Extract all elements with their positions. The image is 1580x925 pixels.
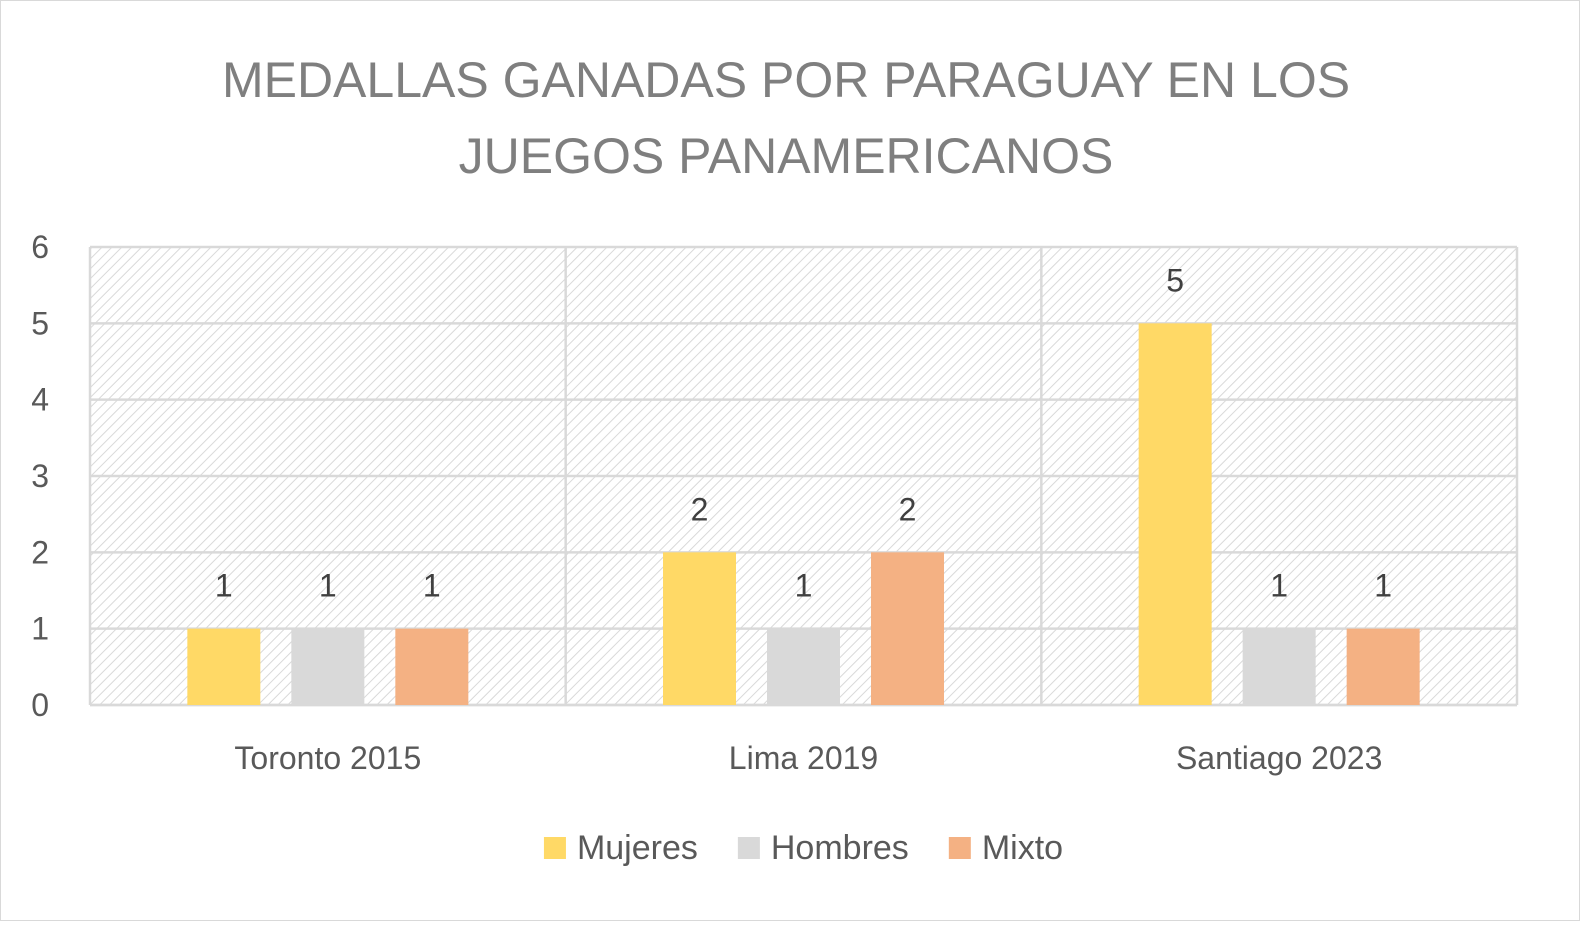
legend-swatch [543,837,566,859]
category-label: Lima 2019 [729,740,878,776]
data-label: 1 [795,568,813,604]
y-tick-label: 5 [31,305,49,341]
data-label: 2 [691,491,709,527]
bar [663,552,736,705]
chart-title-line-2: JUEGOS PANAMERICANOS [459,128,1114,184]
y-tick-label: 1 [31,611,49,647]
data-label: 2 [899,491,917,527]
bar [1138,323,1212,705]
legend-item: Mixto [948,829,1063,867]
bar [395,628,469,705]
bars [187,323,1420,705]
legend-label: Hombres [771,829,909,867]
chart-title-line-1: MEDALLAS GANADAS POR PARAGUAY EN LOS [222,52,1350,108]
category-label: Santiago 2023 [1176,740,1382,776]
y-tick-label: 6 [31,229,49,265]
legend-label: Mujeres [577,829,698,867]
x-axis-labels: Toronto 2015 Lima 2019 Santiago 2023 [234,740,1382,776]
data-label: 1 [1374,568,1392,604]
category-label: Toronto 2015 [234,740,421,776]
data-label: 1 [319,568,337,604]
bar [291,628,365,705]
y-tick-label: 0 [31,687,49,723]
legend-swatch [948,837,971,859]
bar [767,628,840,705]
legend-item: Hombres [737,829,909,867]
legend-label: Mixto [982,829,1063,867]
data-labels: 1 1 1 2 1 2 5 1 1 [215,262,1392,603]
bar [187,628,261,705]
y-tick-label: 2 [31,534,49,570]
data-label: 1 [215,568,233,604]
data-label: 1 [1270,568,1288,604]
bar [871,552,944,705]
legend-swatch [737,837,760,859]
bar [1242,628,1316,705]
y-tick-label: 3 [31,458,49,494]
data-label: 1 [423,568,441,604]
bar [1346,628,1420,705]
legend-item: Mujeres [543,829,698,867]
y-axis-ticks: 0 1 2 3 4 5 6 [31,229,49,723]
legend: Mujeres Hombres Mixto [543,829,1063,867]
data-label: 5 [1166,262,1184,298]
y-tick-label: 4 [31,382,49,418]
